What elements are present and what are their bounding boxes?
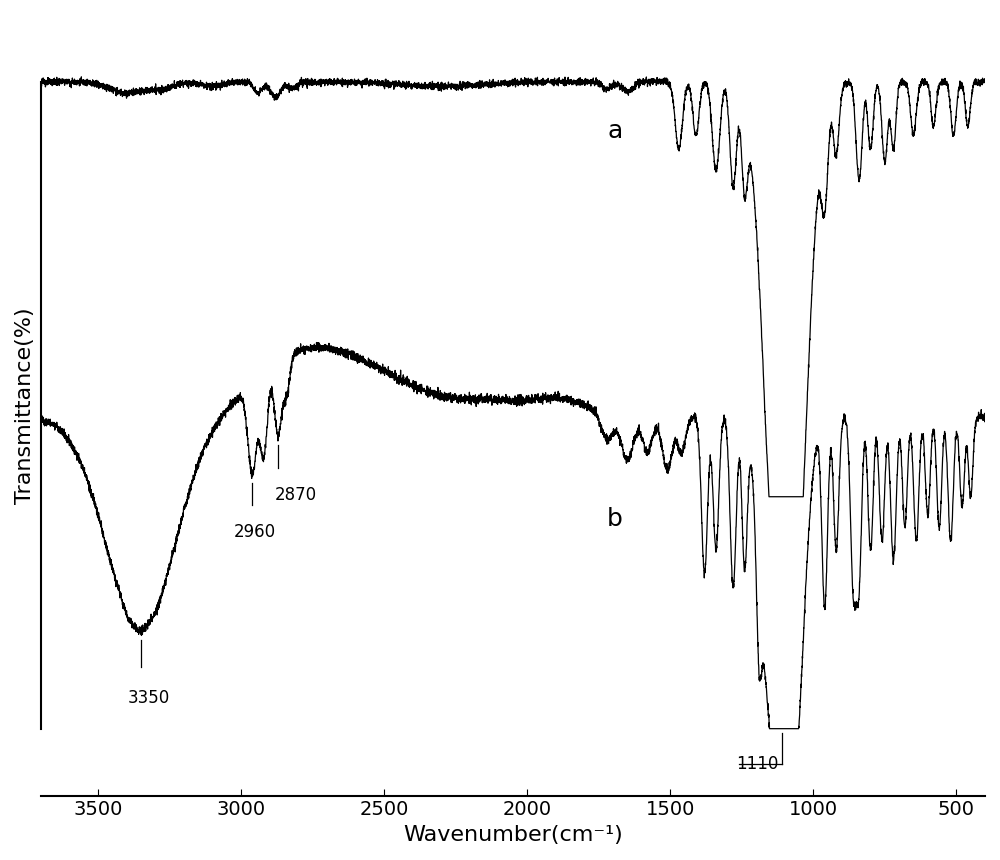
Text: 2870: 2870 — [275, 486, 317, 504]
Text: 3350: 3350 — [128, 689, 170, 707]
Text: 2960: 2960 — [234, 523, 276, 541]
Text: 1110: 1110 — [736, 755, 778, 773]
Y-axis label: Transmittance(%): Transmittance(%) — [15, 307, 35, 504]
Text: b: b — [607, 507, 623, 531]
X-axis label: Wavenumber(cm⁻¹): Wavenumber(cm⁻¹) — [403, 825, 623, 845]
Text: a: a — [607, 119, 622, 143]
